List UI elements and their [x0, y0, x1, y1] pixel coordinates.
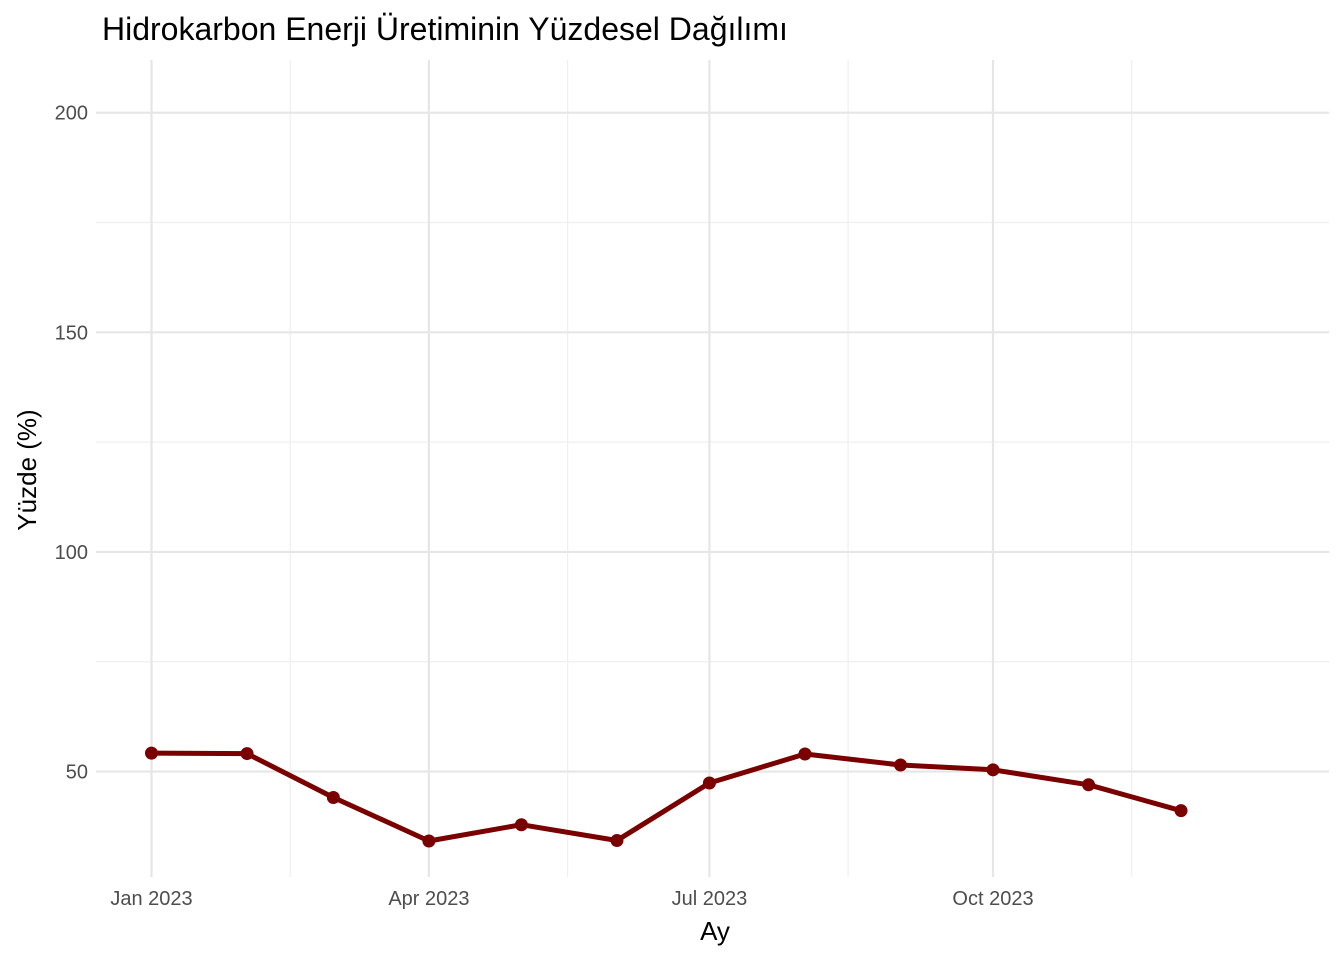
y-axis-title: Yüzde (%): [12, 409, 42, 530]
data-point: [144, 746, 158, 760]
chart-title: Hidrokarbon Enerji Üretiminin Yüzdesel D…: [102, 11, 788, 47]
x-tick-label: Jan 2023: [110, 888, 192, 910]
x-tick-label: Apr 2023: [388, 888, 469, 910]
y-tick-label: 150: [55, 322, 88, 344]
data-point: [240, 747, 254, 761]
data-point: [422, 834, 436, 848]
y-tick-label: 50: [66, 762, 88, 784]
data-point: [326, 790, 340, 804]
data-point: [894, 758, 908, 772]
x-tick-label: Oct 2023: [952, 888, 1033, 910]
grid: [96, 60, 1329, 877]
y-axis-ticks: 50 100 150 200: [55, 103, 88, 784]
y-tick-label: 100: [55, 542, 88, 564]
x-axis-title: Ay: [700, 916, 730, 946]
data-point: [514, 818, 528, 832]
data-point: [1174, 804, 1188, 818]
series-layer: [144, 746, 1188, 848]
data-point: [610, 834, 624, 848]
data-point: [798, 747, 812, 761]
x-tick-label: Jul 2023: [672, 888, 748, 910]
data-point: [1082, 778, 1096, 792]
data-point: [986, 763, 1000, 777]
x-axis-ticks: Jan 2023 Apr 2023 Jul 2023 Oct 2023: [110, 888, 1033, 910]
data-point: [702, 776, 716, 790]
y-tick-label: 200: [55, 103, 88, 125]
series-line: [149, 750, 1184, 844]
